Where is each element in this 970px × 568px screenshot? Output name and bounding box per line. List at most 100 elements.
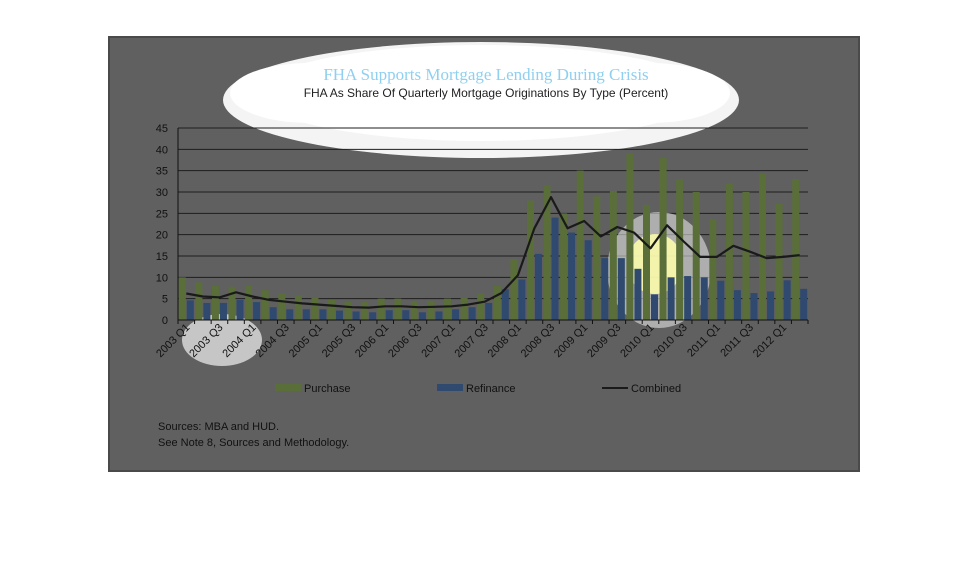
glow-spot-left [182,314,262,366]
purchase-bar [311,297,319,320]
purchase-bar [775,203,783,320]
y-tick-label: 35 [156,166,168,178]
refinance-bar [684,276,692,320]
refinance-bar [418,312,426,320]
refinance-bar [452,309,460,320]
y-tick-label: 45 [156,123,168,135]
legend-label-purchase: Purchase [304,383,350,395]
y-tick-label: 25 [156,208,168,220]
purchase-bar [410,301,418,320]
purchase-bar [477,293,485,320]
purchase-bar [344,301,352,320]
refinance-bar [601,258,609,320]
legend-item-purchase: Purchase [275,383,350,395]
purchase-bar [526,200,534,320]
refinance-bar [435,311,443,320]
x-tick-label: 2008 Q3 [519,322,557,360]
x-tick-label: 2005 Q1 [287,322,325,360]
title-cloud [223,42,739,158]
chart-canvas: FHA Supports Mortgage Lending During Cri… [154,42,809,449]
purchase-bar [725,183,733,320]
refinance-bar [336,310,343,320]
x-tick-label: 2010 Q1 [618,322,656,360]
refinance-bar [568,232,576,320]
refinance-bar [369,312,377,320]
refinance-bar [667,277,675,320]
x-tick-label: 2006 Q1 [353,322,391,360]
refinance-bar [584,240,592,320]
purchase-bar [576,170,584,320]
purchase-bar [659,157,667,320]
purchase-bar [643,204,650,320]
chart-frame: FHA Supports Mortgage Lending During Cri… [108,36,860,472]
purchase-bar [394,298,402,320]
refinance-bar [302,309,310,320]
sources-note: Sources: MBA and HUD. [158,421,279,433]
purchase-bar [742,192,750,320]
purchase-bar [626,153,634,320]
purchase-bar [493,285,501,320]
purchase-bar [560,213,568,320]
refinance-bar [286,309,294,320]
refinance-bar [186,300,194,320]
purchase-bar [792,179,800,320]
x-tick-label: 2009 Q1 [552,322,590,360]
refinance-bar [501,289,509,320]
legend: Purchase Refinance Combined [275,383,681,395]
refinance-bar [468,307,476,320]
refinance-bar [219,302,227,320]
refinance-bar [800,288,808,320]
y-tick-label: 15 [156,251,168,263]
refinance-bar [518,279,526,320]
purchase-bar [709,218,717,320]
purchase-bar [759,173,767,320]
y-tick-label: 10 [156,272,168,284]
refinance-bar [485,302,493,320]
x-tick-label: 2011 Q1 [685,322,723,360]
refinance-bar [700,277,708,320]
refinance-bar [634,268,642,320]
purchase-bar [195,282,203,320]
combined-series-line [186,196,800,309]
refinance-bar [402,310,410,320]
y-tick-label: 5 [162,294,168,306]
x-tick-label: 2008 Q1 [486,322,524,360]
refinance-bar [651,294,658,320]
purchase-bar [361,302,369,320]
y-tick-label: 30 [156,187,168,199]
x-tick-label: 2007 Q3 [453,322,491,360]
refinance-bar [783,280,791,320]
y-axis-ticks: 0 5 10 15 20 25 30 35 40 45 [156,123,168,327]
purchase-bar [261,290,269,320]
legend-item-combined: Combined [602,383,681,395]
purchase-bar [593,196,601,320]
refinance-bar [203,302,211,320]
refinance-bar [733,290,741,320]
x-tick-label: 2005 Q3 [320,322,358,360]
refinance-bar [551,217,559,320]
combined-line [186,196,800,309]
x-tick-label: 2007 Q1 [419,322,457,360]
purchase-bar [543,185,551,320]
purchase-bar [245,285,253,320]
purchase-bar [444,298,452,320]
purchase-bar [328,299,335,320]
purchase-bar [676,179,684,320]
purchase-bar [278,293,286,320]
refinance-bar [617,258,625,320]
refinance-bar [236,299,244,320]
purchase-bar [427,300,435,320]
methodology-note: See Note 8, Sources and Methodology. [158,437,349,449]
purchase-bar [510,258,518,320]
refinance-bar [253,302,261,320]
refinance-bar [319,309,327,320]
bars [178,153,808,320]
refinance-bar [534,253,542,320]
legend-swatch-refinance [437,384,463,391]
x-tick-label: 2011 Q3 [718,322,756,360]
purchase-bar [178,277,186,320]
legend-label-refinance: Refinance [466,383,516,395]
purchase-bar [377,298,385,320]
refinance-bar [767,291,775,320]
purchase-bar [609,191,617,320]
